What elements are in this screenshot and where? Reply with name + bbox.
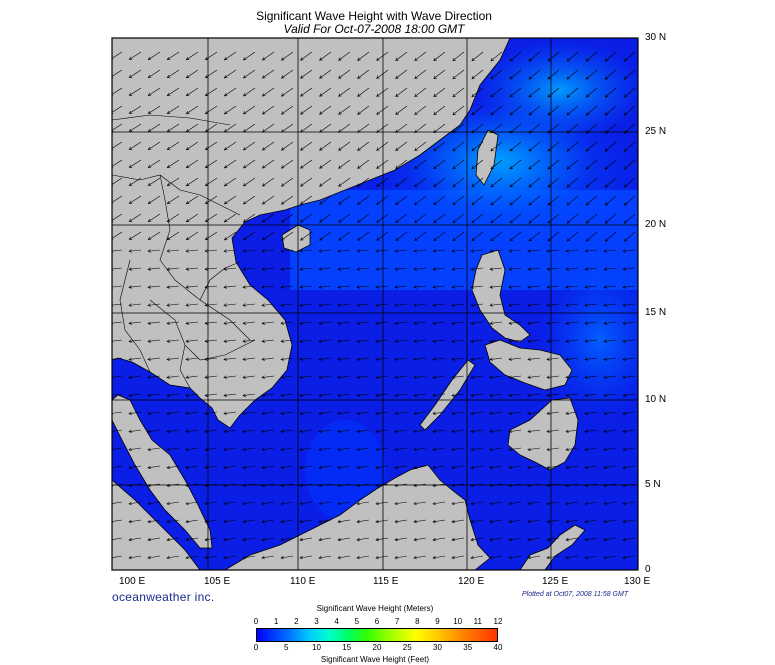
colorbar <box>256 628 498 642</box>
lat-label-30n: 30 N <box>645 32 667 43</box>
taiwan <box>475 129 499 186</box>
colorbar-feet-tick: 35 <box>463 643 473 652</box>
lon-label-120e: 120 E <box>458 576 485 587</box>
colorbar-feet-title: Significant Wave Height (Feet) <box>320 655 430 664</box>
colorbar-meters-tick: 10 <box>453 617 463 626</box>
colorbar-feet-tick: 25 <box>402 643 412 652</box>
colorbar-meters-tick: 12 <box>493 617 503 626</box>
colorbar-meters-tick: 6 <box>374 617 380 626</box>
country-borders <box>112 114 256 389</box>
colorbar-meters-tick: 3 <box>314 617 319 626</box>
lat-lon-grid <box>112 38 638 570</box>
brand-name: oceanweather inc. <box>112 590 215 604</box>
colorbar-feet-tick: 30 <box>433 643 442 652</box>
sumatra <box>112 479 201 570</box>
colorbar-meters-tick: 4 <box>334 617 339 626</box>
lon-label-110e: 110 E <box>290 576 316 587</box>
colorbar-feet-tick: 5 <box>284 643 289 652</box>
lon-label-130e: 130 E <box>624 576 651 587</box>
lat-label-20n: 20 N <box>645 219 667 230</box>
colorbar-feet-tick: 40 <box>493 643 503 652</box>
malay-peninsula <box>112 394 213 549</box>
colorbar-meters-tick: 7 <box>394 617 400 626</box>
colorbar-meters-tick: 0 <box>253 617 259 626</box>
lat-label-0: 0 <box>645 564 651 575</box>
valid-time-subtitle: Valid For Oct-07-2008 18:00 GMT <box>283 22 465 36</box>
lat-label-25n: 25 N <box>645 126 667 137</box>
borneo <box>224 464 491 570</box>
colorbar-meters-tick: 1 <box>273 617 279 626</box>
colorbar-meters-tick: 9 <box>435 617 440 626</box>
colorbar-feet-tick: 10 <box>312 643 321 652</box>
mindanao <box>507 397 579 471</box>
lon-label-125e: 125 E <box>542 576 569 587</box>
sulawesi <box>519 524 586 570</box>
lon-label-115e: 115 E <box>373 576 399 587</box>
colorbar-feet-tick: 20 <box>372 643 382 652</box>
colorbar-meters-title: Significant Wave Height (Meters) <box>316 604 434 613</box>
colorbar-meters-tick: 8 <box>415 617 420 626</box>
colorbar-feet-tick: 15 <box>342 643 352 652</box>
lat-label-15n: 15 N <box>645 307 667 318</box>
lat-label-5n: 5 N <box>645 479 661 490</box>
colorbar-meters-tick: 2 <box>294 617 299 626</box>
colorbar-meters-tick: 11 <box>473 617 482 626</box>
wave-map <box>111 37 639 571</box>
lon-label-100e: 100 E <box>119 576 146 587</box>
wave-direction-arrows <box>112 51 636 560</box>
chart-title: Significant Wave Height with Wave Direct… <box>256 9 492 23</box>
lon-label-105e: 105 E <box>204 576 231 587</box>
lat-label-10n: 10 N <box>645 394 667 405</box>
colorbar-feet-tick: 0 <box>253 643 259 652</box>
colorbar-meters-tick: 5 <box>354 617 360 626</box>
map-frame <box>111 37 639 571</box>
plotted-timestamp: Plotted at Oct07, 2008 11:58 GMT <box>522 591 629 598</box>
luzon <box>471 249 531 343</box>
